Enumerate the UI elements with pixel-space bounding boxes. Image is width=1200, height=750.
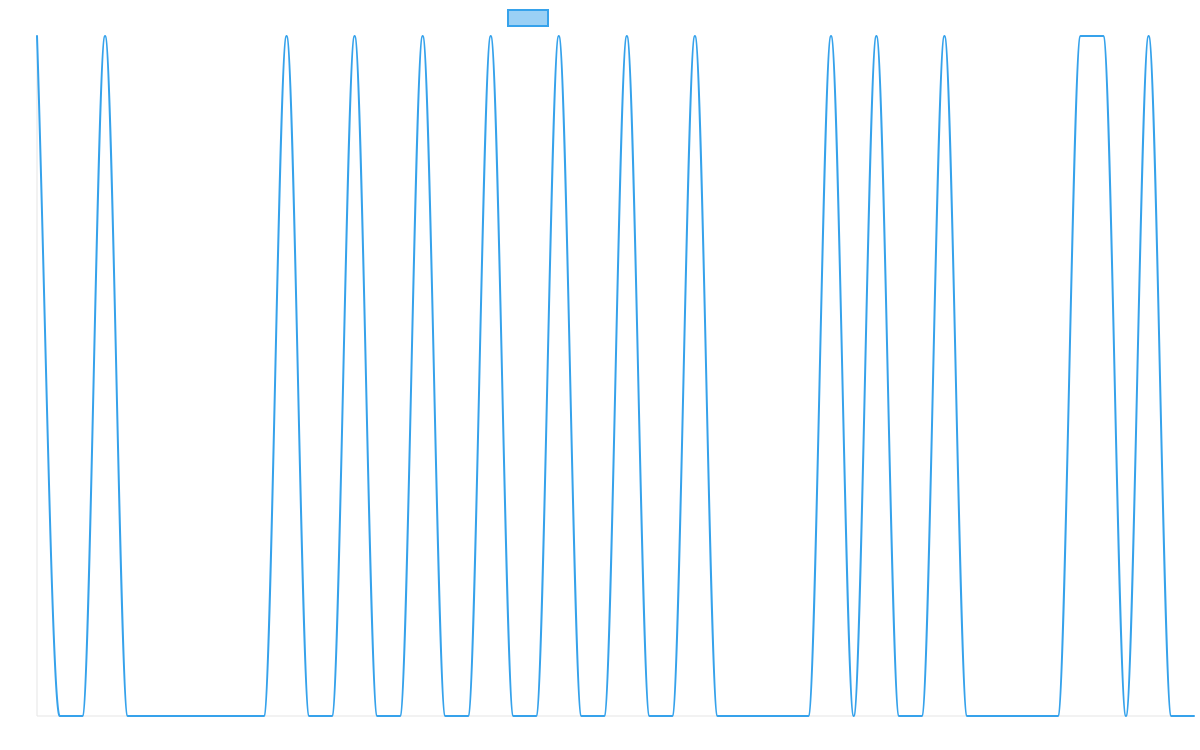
data-point[interactable] bbox=[1010, 713, 1016, 719]
data-point[interactable] bbox=[1100, 33, 1106, 39]
data-point[interactable] bbox=[170, 713, 176, 719]
data-point[interactable] bbox=[215, 713, 221, 719]
data-point[interactable] bbox=[851, 713, 857, 719]
data-point[interactable] bbox=[34, 33, 40, 39]
series-line-0 bbox=[36, 35, 1195, 717]
data-point[interactable] bbox=[1168, 713, 1174, 719]
data-point[interactable] bbox=[238, 713, 244, 719]
data-point[interactable] bbox=[442, 713, 448, 719]
data-point[interactable] bbox=[510, 713, 516, 719]
data-point[interactable] bbox=[352, 33, 358, 39]
data-point[interactable] bbox=[601, 713, 607, 719]
data-point[interactable] bbox=[147, 713, 153, 719]
data-point[interactable] bbox=[1191, 713, 1197, 719]
data-point[interactable] bbox=[964, 713, 970, 719]
data-point[interactable] bbox=[647, 713, 653, 719]
data-point[interactable] bbox=[1055, 713, 1061, 719]
legend-swatch-0[interactable] bbox=[507, 9, 549, 27]
data-point[interactable] bbox=[919, 713, 925, 719]
data-point[interactable] bbox=[397, 713, 403, 719]
data-point[interactable] bbox=[125, 713, 131, 719]
legend[interactable] bbox=[507, 9, 549, 27]
data-point[interactable] bbox=[624, 33, 630, 39]
data-point[interactable] bbox=[715, 713, 721, 719]
data-point[interactable] bbox=[828, 33, 834, 39]
data-point[interactable] bbox=[374, 713, 380, 719]
data-point[interactable] bbox=[79, 713, 85, 719]
data-point[interactable] bbox=[102, 33, 108, 39]
data-point[interactable] bbox=[737, 713, 743, 719]
series-layer bbox=[36, 35, 1195, 717]
data-point[interactable] bbox=[896, 713, 902, 719]
data-point[interactable] bbox=[533, 713, 539, 719]
data-point[interactable] bbox=[1032, 713, 1038, 719]
data-point[interactable] bbox=[488, 33, 494, 39]
data-point[interactable] bbox=[193, 713, 199, 719]
data-point[interactable] bbox=[873, 33, 879, 39]
data-point[interactable] bbox=[420, 33, 426, 39]
data-point[interactable] bbox=[57, 713, 63, 719]
data-point[interactable] bbox=[760, 713, 766, 719]
data-point[interactable] bbox=[465, 713, 471, 719]
data-point[interactable] bbox=[669, 713, 675, 719]
data-point[interactable] bbox=[987, 713, 993, 719]
data-point[interactable] bbox=[284, 33, 290, 39]
data-point[interactable] bbox=[1123, 713, 1129, 719]
data-point[interactable] bbox=[1078, 33, 1084, 39]
data-point[interactable] bbox=[556, 33, 562, 39]
data-point[interactable] bbox=[578, 713, 584, 719]
data-point[interactable] bbox=[306, 713, 312, 719]
data-point[interactable] bbox=[1146, 33, 1152, 39]
data-point[interactable] bbox=[692, 33, 698, 39]
data-point[interactable] bbox=[329, 713, 335, 719]
data-point[interactable] bbox=[941, 33, 947, 39]
data-point[interactable] bbox=[805, 713, 811, 719]
data-point[interactable] bbox=[261, 713, 267, 719]
data-point[interactable] bbox=[783, 713, 789, 719]
